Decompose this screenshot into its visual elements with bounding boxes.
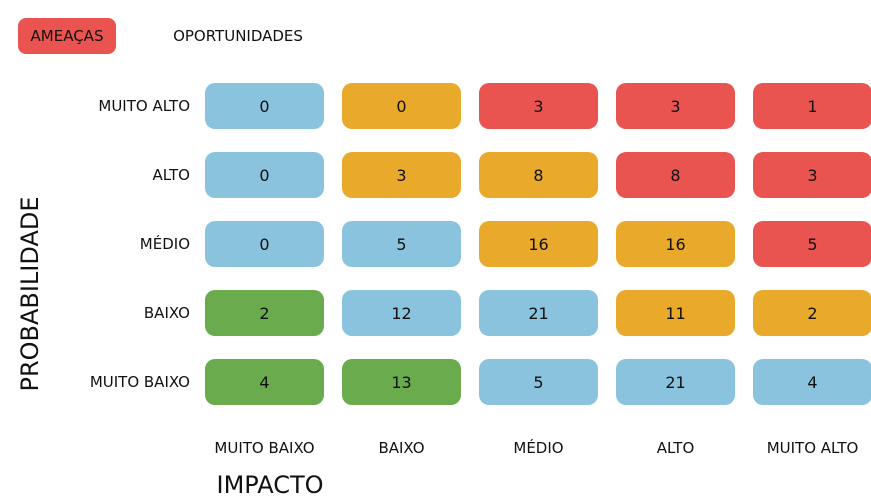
matrix-cell[interactable]: 3	[342, 152, 461, 198]
matrix-cell[interactable]: 2	[205, 290, 324, 336]
row-label: MÉDIO	[139, 235, 190, 253]
matrix-cell[interactable]: 8	[616, 152, 735, 198]
matrix-cell[interactable]: 12	[342, 290, 461, 336]
matrix-cell[interactable]: 8	[479, 152, 598, 198]
matrix-cell[interactable]: 5	[342, 221, 461, 267]
row-label: MUITO ALTO	[98, 97, 190, 115]
matrix-cell[interactable]: 3	[753, 152, 871, 198]
matrix-cell[interactable]: 0	[205, 221, 324, 267]
column-label: MUITO ALTO	[766, 439, 859, 457]
column-label: MÉDIO	[513, 439, 564, 457]
matrix-cell[interactable]: 11	[616, 290, 735, 336]
matrix-cell[interactable]: 0	[342, 83, 461, 129]
matrix-cell[interactable]: 3	[616, 83, 735, 129]
matrix-cell[interactable]: 16	[479, 221, 598, 267]
tab[interactable]: OPORTUNIDADES	[173, 27, 303, 45]
row-label: MUITO BAIXO	[89, 373, 190, 391]
column-label: BAIXO	[378, 439, 425, 457]
matrix-cell[interactable]: 13	[342, 359, 461, 405]
y-axis-title: PROBABILIDADE	[16, 196, 44, 392]
row-label: BAIXO	[143, 304, 190, 322]
matrix-cell[interactable]: 21	[479, 290, 598, 336]
matrix-cell[interactable]: 0	[205, 83, 324, 129]
matrix-cell[interactable]: 4	[205, 359, 324, 405]
matrix-cell[interactable]: 0	[205, 152, 324, 198]
matrix-cell[interactable]: 5	[753, 221, 871, 267]
matrix-cell[interactable]: 5	[479, 359, 598, 405]
x-axis-title: IMPACTO	[216, 471, 324, 499]
row-label: ALTO	[152, 166, 190, 184]
matrix-cell[interactable]: 2	[753, 290, 871, 336]
matrix-cell[interactable]: 21	[616, 359, 735, 405]
column-label: ALTO	[656, 439, 695, 457]
tab-active[interactable]: AMEAÇAS	[18, 18, 116, 54]
matrix-cell[interactable]: 4	[753, 359, 871, 405]
matrix-cell[interactable]: 1	[753, 83, 871, 129]
matrix-cell[interactable]: 3	[479, 83, 598, 129]
column-label: MUITO BAIXO	[214, 439, 315, 457]
matrix-cell[interactable]: 16	[616, 221, 735, 267]
